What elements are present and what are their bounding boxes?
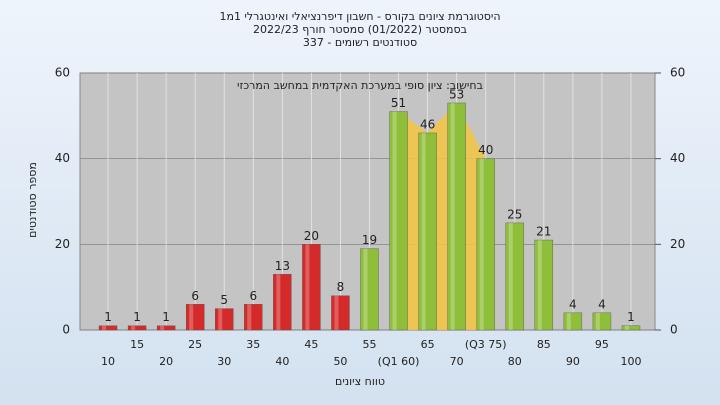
x-tick-label: 20: [159, 355, 173, 368]
bar-shine: [421, 132, 426, 330]
bar: [534, 239, 554, 331]
x-tick-label: 70: [450, 355, 464, 368]
value-label: 6: [191, 289, 199, 303]
value-label: 21: [536, 225, 551, 239]
bar-shine: [624, 325, 629, 330]
y-tick-label: 0: [62, 323, 70, 337]
value-label: 5: [220, 293, 228, 307]
x-tick-label: 25: [188, 338, 202, 351]
bar: [476, 158, 495, 331]
x-tick-label: 45: [304, 338, 318, 351]
x-tick-label: 80: [508, 355, 522, 368]
value-label: 1: [133, 310, 141, 324]
x-tick-label: 90: [566, 355, 580, 368]
value-label: 1: [104, 310, 112, 324]
bar-shine: [102, 325, 107, 330]
y2-tick-label: 20: [670, 237, 685, 251]
x-axis-label: טווח ציונים: [335, 375, 385, 388]
x-tick-label: 10: [101, 355, 115, 368]
bar: [505, 222, 524, 331]
bar: [215, 308, 234, 331]
y2-tick-label: 40: [670, 151, 685, 165]
bar-shine: [218, 308, 223, 330]
x-tick-label: 15: [130, 338, 144, 351]
bar-shine: [595, 312, 600, 330]
value-label: 40: [478, 143, 493, 157]
y-tick-label: 40: [55, 151, 70, 165]
x-tick-label: 100: [620, 355, 641, 368]
bar-shine: [508, 222, 513, 330]
bar: [185, 304, 205, 331]
x-tick-label: (Q3 75): [465, 338, 507, 351]
value-label: 51: [391, 96, 406, 110]
bar: [418, 132, 437, 331]
bar: [156, 325, 176, 331]
bar-shine: [131, 325, 136, 330]
value-label: 8: [337, 280, 345, 294]
value-label: 4: [569, 297, 577, 311]
x-tick-label: 30: [217, 355, 231, 368]
title-line: היסטוגרמת ציונים בקורס - חשבון דיפרנציאל…: [219, 10, 500, 23]
bar-shine: [334, 295, 339, 330]
bar: [360, 248, 379, 331]
x-tick-label: 65: [421, 338, 435, 351]
y-tick-label: 20: [55, 237, 70, 251]
x-tick-label: (Q1 60): [378, 355, 420, 368]
bar-shine: [247, 304, 252, 330]
bar: [273, 274, 292, 331]
bar: [302, 244, 321, 331]
bar: [331, 295, 350, 331]
value-label: 13: [275, 259, 290, 273]
bar-shine: [276, 274, 281, 330]
title-line: בסמסטר (01/2022) סמסטר חורף 2022/23: [253, 23, 467, 36]
value-label: 6: [249, 289, 257, 303]
x-tick-label: 40: [275, 355, 289, 368]
bar: [244, 304, 263, 331]
bar-shine: [450, 102, 455, 330]
y2-tick-label: 60: [670, 66, 685, 80]
y-axis-label: מספר סטודנטים: [26, 162, 39, 238]
y2-tick-label: 0: [670, 323, 678, 337]
bar-shine: [479, 158, 484, 330]
bar: [447, 102, 466, 331]
value-label: 1: [162, 310, 170, 324]
x-tick-label: 35: [246, 338, 260, 351]
bar-shine: [305, 244, 310, 330]
bar-shine: [189, 304, 194, 330]
bar: [389, 111, 408, 331]
bar: [98, 325, 118, 331]
bar-shine: [566, 312, 571, 330]
value-label: 53: [449, 87, 464, 101]
value-label: 25: [507, 207, 522, 221]
x-tick-label: 50: [333, 355, 347, 368]
value-label: 20: [304, 229, 319, 243]
bar-shine: [160, 325, 165, 330]
bar: [563, 312, 583, 331]
annotation: בחישוב: ציון סופי במערכת האקדמית במחשב ה…: [237, 79, 483, 92]
value-label: 1: [627, 310, 635, 324]
x-tick-label: 85: [537, 338, 551, 351]
value-label: 4: [598, 297, 606, 311]
bar: [127, 325, 147, 331]
bar: [621, 325, 641, 331]
value-label: 46: [420, 117, 435, 131]
title-line: סטודנטים רשומים - 337: [303, 36, 417, 49]
value-label: 19: [362, 233, 377, 247]
x-tick-label: 55: [363, 338, 377, 351]
bar: [592, 312, 612, 331]
x-tick-label: 95: [595, 338, 609, 351]
bar-shine: [363, 248, 368, 330]
y-tick-label: 60: [55, 66, 70, 80]
quartile-area: [398, 102, 486, 330]
bar-shine: [392, 111, 397, 330]
bar-shine: [537, 240, 542, 330]
